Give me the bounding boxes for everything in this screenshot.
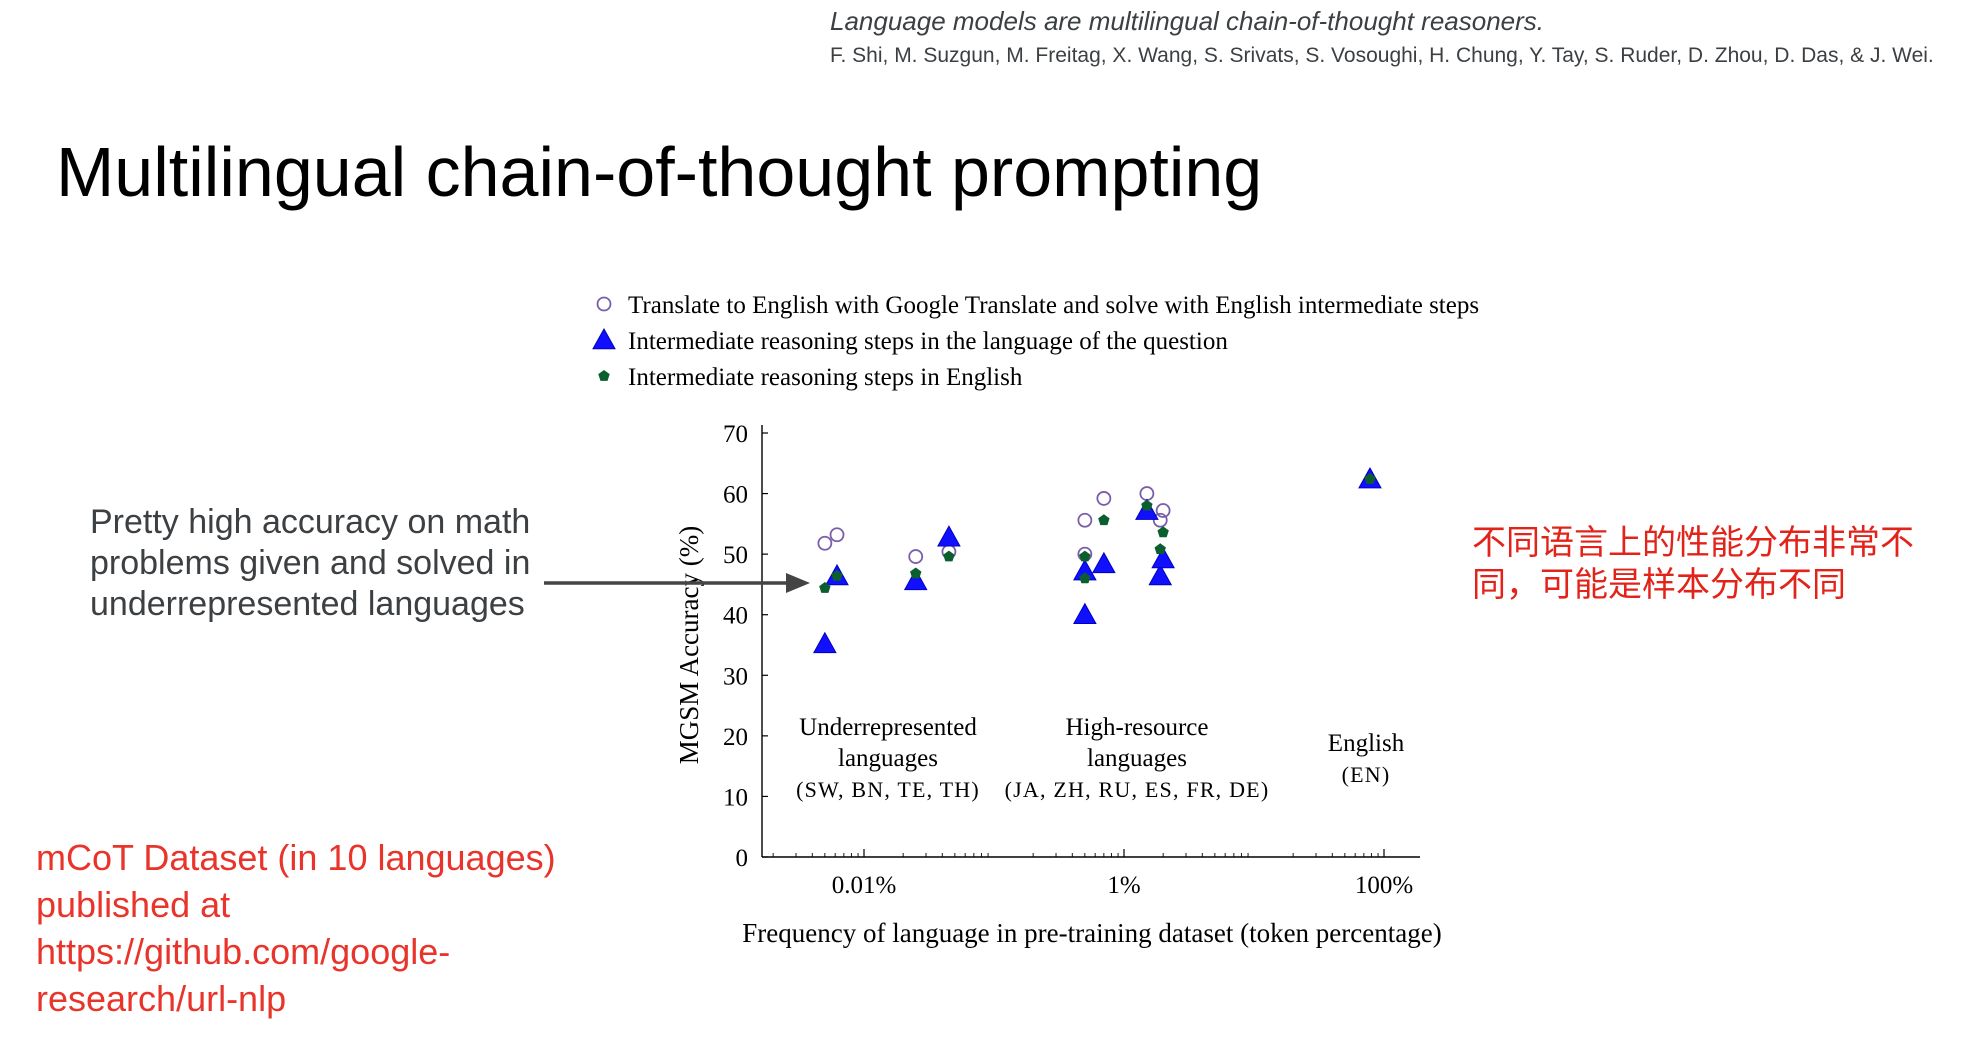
legend-label-native: Intermediate reasoning steps in the lang… xyxy=(628,328,1228,355)
accuracy-note: Pretty high accuracy on math problems gi… xyxy=(90,503,531,623)
group-label-line: languages xyxy=(1087,745,1187,772)
x-tick-label: 0.01% xyxy=(832,872,897,899)
data-point-native xyxy=(813,631,837,654)
data-point-english xyxy=(1079,572,1091,584)
data-point-translate xyxy=(817,535,833,551)
x-tick-label: 1% xyxy=(1107,872,1140,899)
y-tick-label: 50 xyxy=(723,542,748,569)
data-point-english xyxy=(1098,514,1110,526)
legend-marker-translate xyxy=(596,296,612,312)
data-point-english xyxy=(1364,473,1376,484)
data-point-native xyxy=(1148,563,1173,586)
y-tick-label: 40 xyxy=(723,603,748,630)
chinese-red-note: 不同语言上的性能分布非常不同，可能是样本分布不同 xyxy=(1472,523,1914,605)
data-point-english xyxy=(819,582,831,593)
data-point-translate xyxy=(829,527,845,543)
data-point-english xyxy=(831,569,843,581)
data-point-english xyxy=(910,567,922,579)
citation-authors: F. Shi, M. Suzgun, M. Freitag, X. Wang, … xyxy=(830,44,1934,67)
y-tick-label: 20 xyxy=(723,724,748,751)
y-axis-title: MGSM Accuracy (%) xyxy=(674,526,704,764)
legend-marker-english xyxy=(598,370,610,381)
group-label-1: High-resource languages (JA, ZH, RU, ES, F… xyxy=(1005,714,1270,802)
data-point-translate xyxy=(1155,503,1171,518)
data-point-translate xyxy=(1152,512,1168,528)
group-label-line: High-resource xyxy=(1066,714,1209,741)
data-point-translate xyxy=(1096,491,1112,506)
series-translate xyxy=(817,486,1171,564)
group-label-0: Underrepresented languages (SW, BN, TE, TH… xyxy=(796,714,980,802)
y-tick-label: 0 xyxy=(736,845,749,872)
legend-label-english: Intermediate reasoning steps in English xyxy=(628,364,1023,391)
group-label-line: languages xyxy=(838,745,938,772)
chart-legend: Translate to English with Google Transla… xyxy=(592,292,1479,391)
y-tick-label: 30 xyxy=(723,663,748,690)
data-point-translate xyxy=(1077,512,1093,528)
data-point-translate xyxy=(1139,486,1155,501)
x-tick-label: 100% xyxy=(1355,872,1413,899)
data-point-english xyxy=(1079,550,1091,562)
legend-item-english: Intermediate reasoning steps in English xyxy=(598,364,1023,391)
data-point-english xyxy=(1154,543,1166,555)
legend-item-translate: Translate to English with Google Transla… xyxy=(596,292,1479,319)
data-point-native xyxy=(903,568,928,591)
data-point-english xyxy=(1157,526,1169,538)
group-label-line: (JA, ZH, RU, ES, FR, DE) xyxy=(1005,777,1270,802)
data-point-english xyxy=(943,550,955,562)
data-point-native xyxy=(1151,546,1175,569)
group-label-line: (EN) xyxy=(1342,762,1391,787)
legend-marker-native xyxy=(592,327,616,350)
data-point-translate xyxy=(908,549,924,564)
y-tick-label: 10 xyxy=(723,784,748,811)
group-label-line: English xyxy=(1328,730,1405,757)
series-english xyxy=(819,473,1376,593)
group-label-line: Underrepresented xyxy=(799,714,977,741)
legend-label-translate: Translate to English with Google Transla… xyxy=(628,292,1479,319)
y-tick-label: 70 xyxy=(723,421,748,448)
dataset-red-note: mCoT Dataset (in 10 languages) published… xyxy=(36,837,556,1019)
legend-item-native: Intermediate reasoning steps in the lang… xyxy=(592,327,1228,355)
series-native xyxy=(813,467,1382,654)
group-label-line: (SW, BN, TE, TH) xyxy=(796,777,980,802)
group-label-2: English (EN) xyxy=(1328,730,1405,787)
note-arrow-head xyxy=(786,573,810,593)
citation-title: Language models are multilingual chain-o… xyxy=(830,6,1544,36)
x-axis-title: Frequency of language in pre-training da… xyxy=(742,918,1441,948)
slide-title: Multilingual chain-of-thought prompting xyxy=(56,133,1263,211)
y-tick-label: 60 xyxy=(723,482,748,509)
data-point-native xyxy=(1092,551,1116,574)
data-point-native xyxy=(1073,602,1097,625)
data-point-english xyxy=(1141,499,1153,511)
data-point-native xyxy=(937,525,961,547)
